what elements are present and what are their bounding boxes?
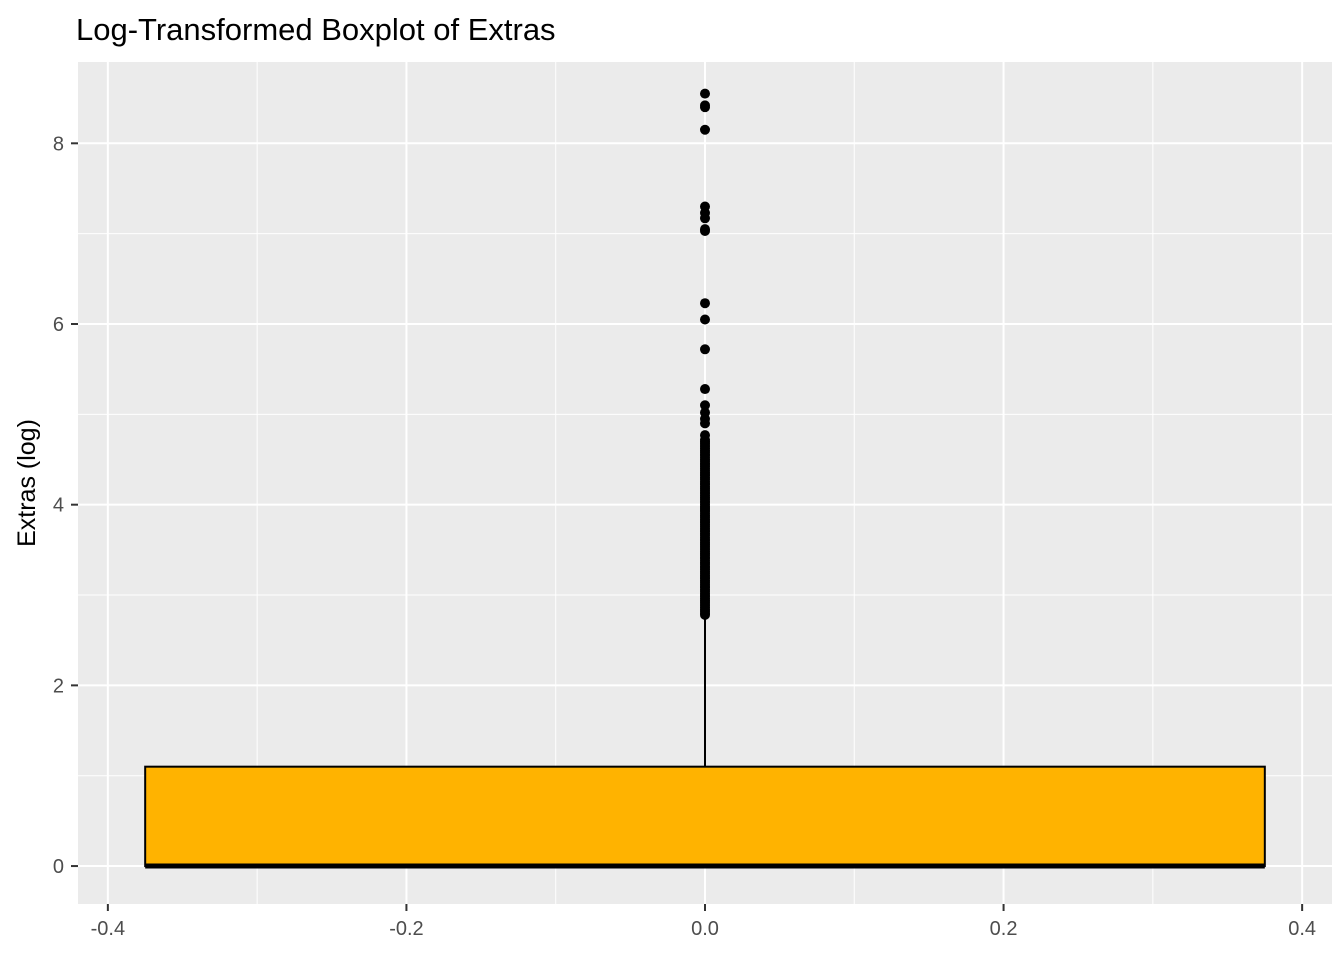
outlier-point <box>700 224 710 235</box>
outlier-point <box>700 298 710 309</box>
y-tick-label: 4 <box>53 495 64 517</box>
axes: -0.4 -0.2 0.0 0.2 0.4 0 2 4 6 8 <box>53 133 1316 940</box>
x-tick-label: -0.4 <box>91 918 125 940</box>
x-tick-label: 0.4 <box>1288 918 1316 940</box>
chart-title: Log-Transformed Boxplot of Extras <box>76 12 556 47</box>
y-tick-label: 6 <box>53 314 64 336</box>
x-tick-label: 0.0 <box>691 918 719 940</box>
outlier-point <box>700 100 710 111</box>
outlier-point <box>700 124 710 135</box>
x-tick-label: 0.2 <box>990 918 1018 940</box>
y-axis-label: Extras (log) <box>13 419 41 547</box>
box-iqr <box>144 765 1266 868</box>
outlier-point <box>700 407 710 418</box>
y-tick-label: 8 <box>53 133 64 155</box>
box-layer <box>144 617 1266 869</box>
outlier-point <box>700 384 710 395</box>
outlier-point <box>700 314 710 325</box>
y-tick-label: 0 <box>53 856 64 878</box>
outlier-points <box>700 88 710 620</box>
outlier-point <box>700 344 710 355</box>
y-tick-label: 2 <box>53 675 64 697</box>
outlier-point <box>700 430 710 441</box>
outlier-point <box>700 400 710 411</box>
outlier-point <box>700 88 710 99</box>
x-tick-label: -0.2 <box>389 918 423 940</box>
outlier-point <box>700 201 710 212</box>
